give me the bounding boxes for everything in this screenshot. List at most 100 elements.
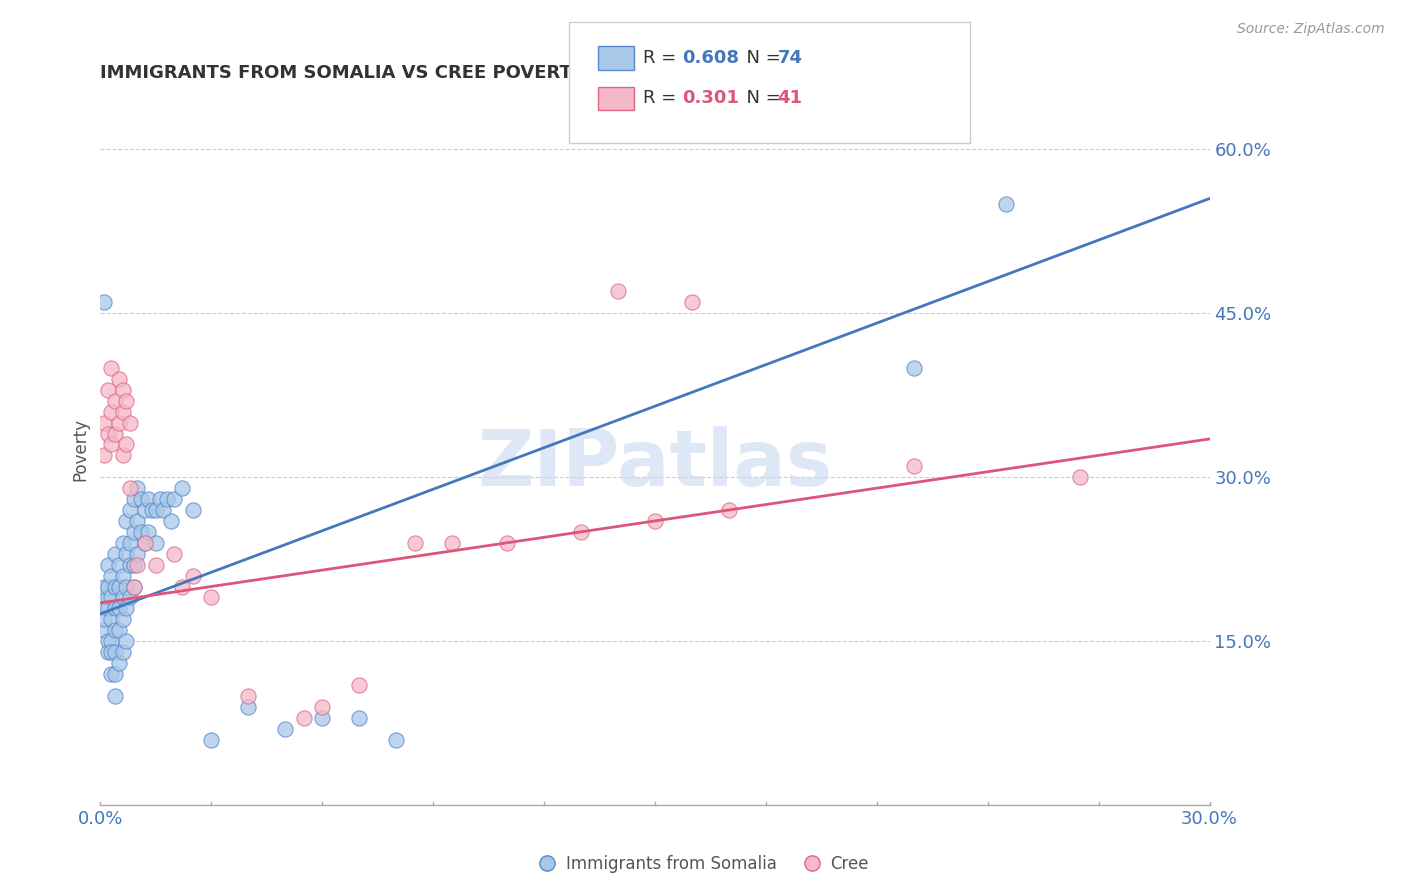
- Point: [111, 449, 134, 463]
- Point: [200, 732, 222, 747]
- Point: [93, 612, 115, 626]
- Point: [100, 634, 122, 648]
- Point: [93, 295, 115, 310]
- Point: [111, 383, 134, 397]
- Point: [1069, 470, 1091, 484]
- Point: [138, 492, 160, 507]
- Point: [111, 645, 134, 659]
- Point: [170, 580, 193, 594]
- Point: [118, 416, 141, 430]
- Point: [347, 678, 370, 692]
- Text: N =: N =: [735, 89, 787, 107]
- Text: IMMIGRANTS FROM SOMALIA VS CREE POVERTY CORRELATION CHART: IMMIGRANTS FROM SOMALIA VS CREE POVERTY …: [100, 64, 807, 82]
- Point: [681, 295, 703, 310]
- Point: [97, 426, 120, 441]
- Point: [122, 580, 145, 594]
- Point: [115, 437, 138, 451]
- Point: [97, 383, 120, 397]
- Text: 0.301: 0.301: [682, 89, 738, 107]
- Point: [145, 558, 167, 572]
- Point: [995, 197, 1018, 211]
- Point: [104, 645, 127, 659]
- Point: [170, 481, 193, 495]
- Point: [111, 591, 134, 605]
- Point: [148, 492, 170, 507]
- Text: R =: R =: [643, 89, 682, 107]
- Point: [122, 558, 145, 572]
- Point: [93, 601, 115, 615]
- Point: [108, 558, 131, 572]
- Point: [238, 699, 260, 714]
- Point: [118, 558, 141, 572]
- Point: [108, 601, 131, 615]
- Point: [118, 481, 141, 495]
- Point: [181, 503, 204, 517]
- Point: [134, 536, 156, 550]
- Point: [292, 711, 315, 725]
- Point: [569, 524, 592, 539]
- Point: [134, 503, 156, 517]
- Point: [108, 580, 131, 594]
- Point: [152, 503, 174, 517]
- Point: [127, 481, 149, 495]
- Point: [644, 514, 666, 528]
- Point: [181, 568, 204, 582]
- Point: [122, 580, 145, 594]
- Point: [404, 536, 426, 550]
- Point: [104, 601, 127, 615]
- Point: [127, 514, 149, 528]
- Point: [111, 536, 134, 550]
- Point: [122, 492, 145, 507]
- Point: [138, 524, 160, 539]
- Point: [104, 547, 127, 561]
- Point: [104, 689, 127, 703]
- Y-axis label: Poverty: Poverty: [72, 418, 89, 482]
- Point: [100, 645, 122, 659]
- Point: [97, 601, 120, 615]
- Text: 74: 74: [778, 49, 803, 67]
- Point: [903, 360, 925, 375]
- Point: [111, 568, 134, 582]
- Point: [108, 372, 131, 386]
- Point: [93, 624, 115, 638]
- Point: [118, 591, 141, 605]
- Text: R =: R =: [643, 49, 682, 67]
- Point: [108, 624, 131, 638]
- Point: [156, 492, 179, 507]
- Point: [100, 667, 122, 681]
- Point: [111, 404, 134, 418]
- Point: [100, 404, 122, 418]
- Point: [347, 711, 370, 725]
- Point: [97, 558, 120, 572]
- Point: [104, 393, 127, 408]
- Point: [274, 722, 297, 736]
- Point: [496, 536, 519, 550]
- Point: [145, 503, 167, 517]
- Point: [159, 514, 181, 528]
- Point: [115, 514, 138, 528]
- Point: [100, 591, 122, 605]
- Point: [122, 524, 145, 539]
- Point: [115, 393, 138, 408]
- Point: [97, 634, 120, 648]
- Point: [903, 459, 925, 474]
- Point: [115, 580, 138, 594]
- Text: 41: 41: [778, 89, 803, 107]
- Point: [104, 426, 127, 441]
- Point: [100, 568, 122, 582]
- Point: [115, 601, 138, 615]
- Point: [134, 536, 156, 550]
- Point: [129, 524, 152, 539]
- Point: [115, 547, 138, 561]
- Point: [104, 667, 127, 681]
- Point: [145, 536, 167, 550]
- Point: [100, 612, 122, 626]
- Text: Source: ZipAtlas.com: Source: ZipAtlas.com: [1237, 22, 1385, 37]
- Point: [97, 645, 120, 659]
- Point: [100, 437, 122, 451]
- Point: [93, 449, 115, 463]
- Point: [129, 492, 152, 507]
- Point: [163, 547, 186, 561]
- Text: N =: N =: [735, 49, 787, 67]
- Point: [104, 624, 127, 638]
